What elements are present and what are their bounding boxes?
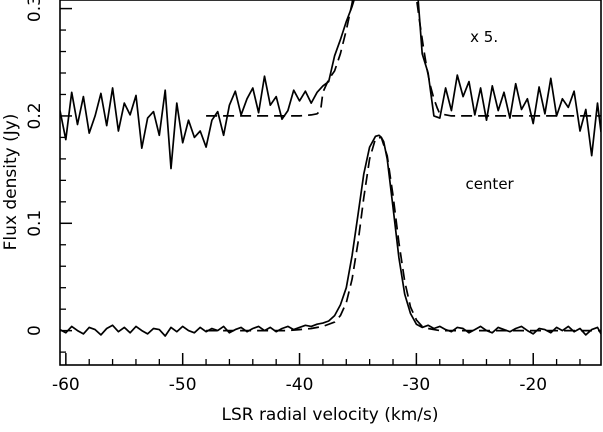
series-line-3-solid [60, 0, 601, 170]
y-axis-label: Flux density (Jy) [1, 114, 21, 251]
annotation-layer: x 5. center [465, 28, 514, 193]
y-tick-label: 0 [25, 325, 45, 336]
x-tick-label: -60 [52, 375, 80, 395]
x-tick-label: -30 [402, 375, 430, 395]
x-tick-label: -50 [169, 375, 197, 395]
x-tick-label: -20 [519, 375, 547, 395]
annotation-label: center [465, 175, 514, 193]
y-tick-label: 0.3 [25, 0, 45, 22]
ticks-layer: -60 -50 -40 -30 -20 0 0.1 0.2 0.3 [25, 0, 581, 395]
y-tick-label: 0.2 [25, 102, 45, 129]
series-line-1-solid [60, 134, 601, 337]
annotation-label: x 5. [470, 28, 498, 46]
series-line-4-dashed [206, 0, 601, 117]
x-axis-label: LSR radial velocity (km/s) [221, 405, 438, 425]
series-line-2-dashed [206, 136, 601, 332]
y-tick-label: 0.1 [25, 210, 45, 237]
plot-frame [59, 0, 602, 366]
series-layer [60, 0, 601, 337]
x-tick-label: -40 [286, 375, 314, 395]
